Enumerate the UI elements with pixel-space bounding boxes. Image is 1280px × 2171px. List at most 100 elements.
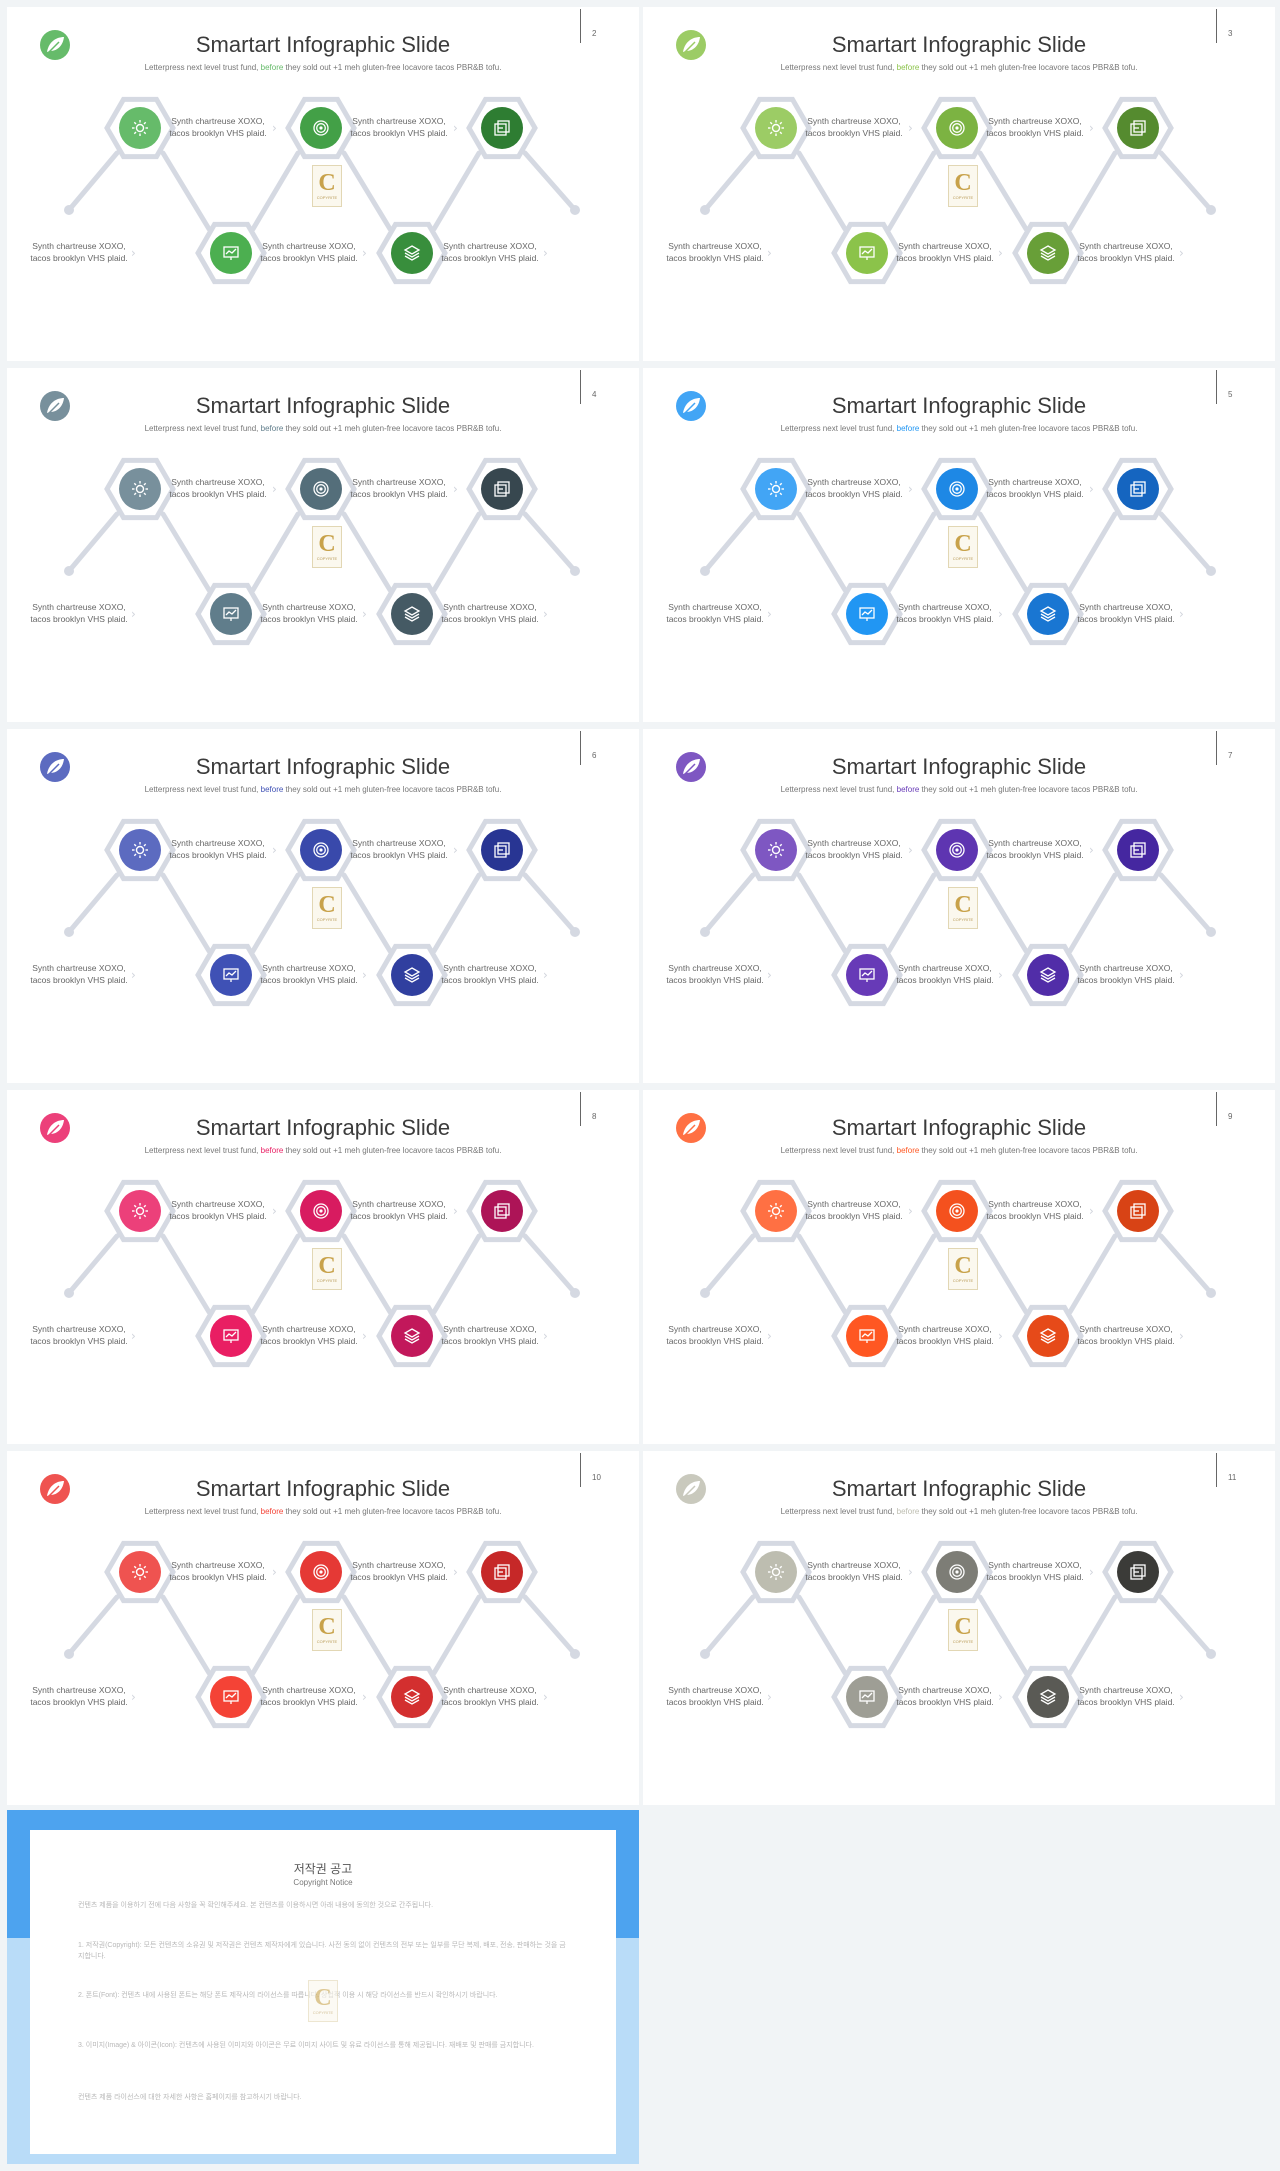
presentation-icon: [854, 962, 880, 988]
slide-2: 2 Smartart Infographic Slide Letterpress n…: [7, 7, 639, 361]
step-label: Synth chartreuse XOXO, tacos brooklyn VHS…: [259, 1684, 359, 1708]
notice-paper: 저작권 공고 Copyright Notice 컨텐츠 제품을 이용하기 전에 …: [30, 1830, 616, 2154]
chevron-right-icon: ›: [453, 843, 458, 857]
chevron-right-icon: ›: [767, 968, 772, 982]
step-label-line: tacos brooklyn VHS plaid.: [260, 253, 358, 263]
notice-title: 저작권 공고: [293, 1862, 353, 1876]
step-label: Synth chartreuse XOXO, tacos brooklyn VHS…: [895, 1323, 995, 1347]
copyright-badge: C COPYRITE: [312, 165, 342, 207]
hex-diagram: [64, 1179, 580, 1368]
step-label: Synth chartreuse XOXO, tacos brooklyn VHS…: [29, 1323, 129, 1347]
badge-letter: C: [954, 892, 972, 918]
step-label-line: tacos brooklyn VHS plaid.: [666, 1336, 764, 1346]
badge-letter: C: [318, 170, 336, 196]
notice-paragraph: 3. 이미지(Image) & 아이콘(Icon): 컨텐츠에 사용된 이미지와…: [78, 2042, 534, 2049]
sun-icon: [763, 1198, 789, 1224]
chevron-right-icon: ›: [1179, 246, 1184, 260]
step-label-line: tacos brooklyn VHS plaid.: [805, 1572, 903, 1582]
subtitle-text: Letterpress next level trust fund,: [780, 424, 897, 433]
step-label-line: tacos brooklyn VHS plaid.: [986, 489, 1084, 499]
step-label-line: Synth chartreuse XOXO,: [898, 1685, 992, 1695]
sun-icon: [127, 837, 153, 863]
step-label-line: Synth chartreuse XOXO,: [171, 116, 265, 126]
step-label: Synth chartreuse XOXO, tacos brooklyn VHS…: [168, 1198, 268, 1222]
badge-text: COPYRITE: [952, 1278, 974, 1283]
subtitle-text: Letterpress next level trust fund,: [780, 785, 897, 794]
step-label-line: Synth chartreuse XOXO,: [171, 1199, 265, 1209]
step-label: Synth chartreuse XOXO, tacos brooklyn VHS…: [168, 1559, 268, 1583]
subtitle-accent: before: [896, 63, 920, 72]
copyright-badge: C COPYRITE: [948, 887, 978, 929]
step-label-line: Synth chartreuse XOXO,: [1079, 1685, 1173, 1695]
step-label-line: tacos brooklyn VHS plaid.: [666, 1697, 764, 1707]
step-label-line: Synth chartreuse XOXO,: [352, 116, 446, 126]
step-label: Synth chartreuse XOXO, tacos brooklyn VHS…: [29, 240, 129, 264]
step-label: Synth chartreuse XOXO, tacos brooklyn VHS…: [259, 601, 359, 625]
chevron-right-icon: ›: [272, 1204, 277, 1218]
leaf-logo-icon: [673, 1110, 709, 1146]
page-number: 7: [1228, 751, 1233, 760]
step-label: Synth chartreuse XOXO, tacos brooklyn VHS…: [985, 837, 1085, 861]
step-label-line: Synth chartreuse XOXO,: [988, 1199, 1082, 1209]
badge-letter: C: [318, 531, 336, 557]
leaf-logo-icon: [673, 27, 709, 63]
notice-paragraph: 1. 저작권(Copyright): 모든 컨텐츠의 소유권 및 저작권은 컨텐…: [78, 1942, 566, 1960]
chevron-right-icon: ›: [998, 607, 1003, 621]
step-label-line: Synth chartreuse XOXO,: [352, 838, 446, 848]
slide-4: 4 Smartart Infographic Slide Letterpress n…: [7, 368, 639, 722]
copyright-badge: C COPYRITE: [312, 526, 342, 568]
slide-title: Smartart Infographic Slide: [831, 1476, 1087, 1501]
badge-text: COPYRITE: [316, 1639, 338, 1644]
badge-text: COPYRITE: [316, 1278, 338, 1283]
step-label-line: tacos brooklyn VHS plaid.: [986, 128, 1084, 138]
subtitle-text: they sold out +1 meh gluten-free locavor…: [283, 1507, 502, 1516]
step-label-line: Synth chartreuse XOXO,: [807, 116, 901, 126]
subtitle-accent: before: [896, 785, 920, 794]
page-number: 8: [592, 1112, 597, 1121]
subtitle-text: Letterpress next level trust fund,: [144, 424, 261, 433]
subtitle-text: they sold out +1 meh gluten-free locavor…: [919, 785, 1138, 794]
leaf-logo-icon: [37, 388, 73, 424]
step-label-line: tacos brooklyn VHS plaid.: [350, 128, 448, 138]
subtitle-accent: before: [896, 424, 920, 433]
badge-letter: C: [318, 1253, 336, 1279]
notice-paragraph: 컨텐츠 제품을 이용하기 전에 다음 사항을 꼭 확인해주세요. 본 컨텐츠를 …: [78, 1902, 434, 1909]
presentation-icon: [854, 601, 880, 627]
sun-icon: [127, 1198, 153, 1224]
badge-text: COPYRITE: [316, 195, 338, 200]
step-label: Synth chartreuse XOXO, tacos brooklyn VHS…: [985, 1559, 1085, 1583]
target-icon: [308, 1559, 334, 1585]
step-label-line: Synth chartreuse XOXO,: [668, 241, 762, 251]
step-label-line: Synth chartreuse XOXO,: [32, 963, 126, 973]
sun-icon: [127, 1559, 153, 1585]
chevron-right-icon: ›: [131, 1690, 136, 1704]
chevron-right-icon: ›: [1179, 1690, 1184, 1704]
step-label-line: Synth chartreuse XOXO,: [1079, 241, 1173, 251]
step-label-line: tacos brooklyn VHS plaid.: [1077, 1697, 1175, 1707]
subtitle-text: Letterpress next level trust fund,: [780, 1146, 897, 1155]
step-label: Synth chartreuse XOXO, tacos brooklyn VHS…: [29, 601, 129, 625]
step-label-line: tacos brooklyn VHS plaid.: [350, 850, 448, 860]
notice-paragraph: 2. 폰트(Font): 컨텐츠 내에 사용된 폰트는 해당 폰트 제작사의 라…: [78, 1992, 498, 1999]
page-number: 9: [1228, 1112, 1233, 1121]
subtitle-text: they sold out +1 meh gluten-free locavor…: [283, 63, 502, 72]
slide-9: 9 Smartart Infographic Slide Letterpress n…: [643, 1090, 1275, 1444]
step-label: Synth chartreuse XOXO, tacos brooklyn VHS…: [804, 837, 904, 861]
step-label-line: Synth chartreuse XOXO,: [988, 116, 1082, 126]
step-label-line: Synth chartreuse XOXO,: [443, 602, 537, 612]
sun-icon: [763, 115, 789, 141]
slide-subtitle: Letterpress next level trust fund, befor…: [7, 785, 639, 794]
leaf-logo-icon: [37, 1471, 73, 1507]
copyright-badge: C COPYRITE: [948, 526, 978, 568]
sun-icon: [763, 476, 789, 502]
step-label: Synth chartreuse XOXO, tacos brooklyn VHS…: [665, 1684, 765, 1708]
target-icon: [308, 115, 334, 141]
step-label-line: Synth chartreuse XOXO,: [1079, 963, 1173, 973]
copyright-badge: C COPYRITE: [312, 887, 342, 929]
step-label: Synth chartreuse XOXO, tacos brooklyn VHS…: [349, 115, 449, 139]
copyright-badge: C COPYRITE: [312, 1609, 342, 1651]
subtitle-text: they sold out +1 meh gluten-free locavor…: [283, 1146, 502, 1155]
subtitle-accent: before: [260, 424, 284, 433]
step-label-line: tacos brooklyn VHS plaid.: [666, 614, 764, 624]
step-label: Synth chartreuse XOXO, tacos brooklyn VHS…: [349, 1198, 449, 1222]
